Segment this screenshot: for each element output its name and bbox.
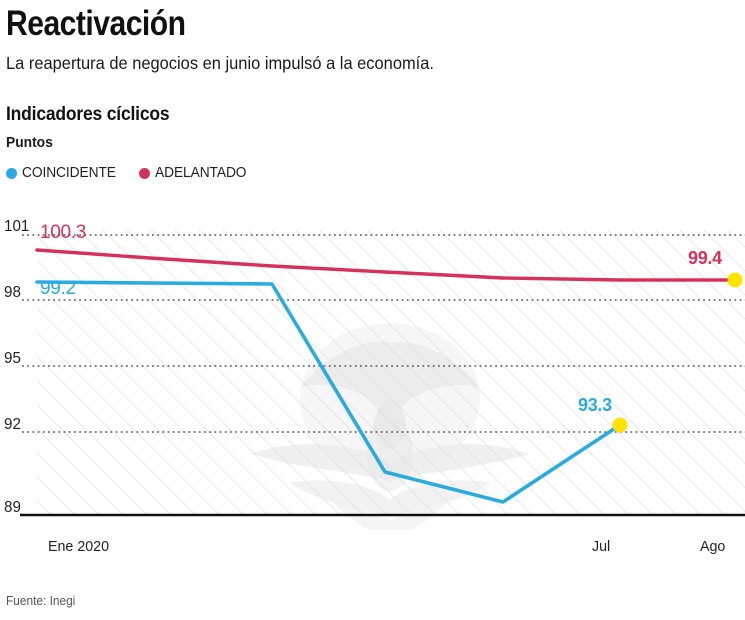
endpoint-marker-adelantado [727,272,743,288]
y-tick-101: 101 [4,218,30,235]
legend-label-coincidente: COINCIDENTE [22,165,116,181]
source-note: Fuente: Inegi [6,594,76,608]
legend-label-adelantado: ADELANTADO [154,165,247,181]
chart-title: Indicadores cíclicos [6,104,170,125]
legend-item-coincidente[interactable]: COINCIDENTE [6,165,121,181]
dot-icon [6,167,17,179]
value-label-coincidente-start: 99.2 [40,278,76,299]
y-tick-89: 89 [4,499,21,516]
page-subhead: La reapertura de negocios en junio impul… [6,53,434,73]
series-line-adelantado [35,248,737,282]
value-label-coincidente-end: 93.3 [578,395,612,415]
y-tick-95: 95 [4,350,21,367]
chart-plot-area: 100.3 99.2 99.4 93.3 [0,200,745,530]
x-tick-ene-2020: Ene 2020 [48,538,110,555]
y-tick-92: 92 [4,416,21,433]
eagle-crest-watermark [250,323,530,530]
x-tick-ago: Ago [700,538,726,555]
legend-item-adelantado[interactable]: ADELANTADO [138,165,251,181]
plot-background-hatch [37,230,745,515]
value-label-adelantado-end: 99.4 [688,248,722,268]
dot-icon [138,167,150,179]
series-line-coincidente [35,280,622,504]
chart-units-label: Puntos [6,134,53,151]
page-headline: Reactivación [6,4,186,43]
y-tick-98: 98 [4,284,21,301]
chart-legend: COINCIDENTE ADELANTADO [6,163,251,183]
x-tick-jul: Jul [592,538,611,555]
chart-gridlines [22,234,745,433]
value-label-adelantado-start: 100.3 [40,222,87,243]
endpoint-marker-coincidente [612,417,628,433]
line-chart-svg [20,230,745,530]
